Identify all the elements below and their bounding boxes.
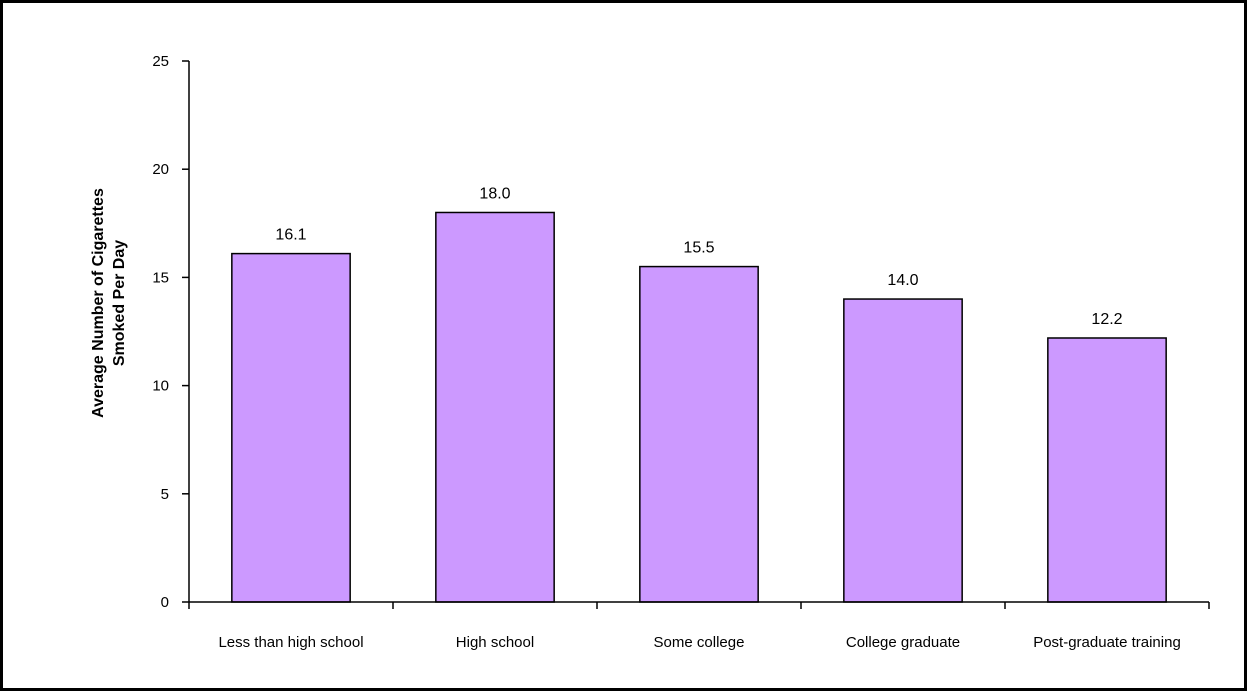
- y-tick-label-25: 25: [152, 53, 169, 70]
- y-axis-label: Average Number of Cigarettes Smoked Per …: [90, 188, 128, 418]
- category-label-2: High school: [456, 634, 534, 651]
- y-tick-label-0: 0: [161, 594, 169, 611]
- value-label-4: 14.0: [887, 272, 918, 289]
- value-label-5: 12.2: [1091, 311, 1122, 328]
- bar-4: [843, 298, 963, 603]
- category-label-5: Post-graduate training: [1033, 634, 1181, 651]
- bar-chart: Average Number of Cigarettes Smoked Per …: [90, 53, 1210, 651]
- y-axis-label-line-2: Smoked Per Day: [111, 240, 128, 366]
- axes-layer: [188, 61, 1209, 603]
- value-label-1: 16.1: [275, 227, 306, 244]
- value-label-2: 18.0: [479, 185, 510, 202]
- y-tick-label-15: 15: [152, 269, 169, 286]
- labels-layer: 16.1 Less than high school 18.0 High school…: [218, 185, 1180, 651]
- category-label-1: Less than high school: [218, 634, 363, 651]
- y-axis-label-line-1: Average Number of Cigarettes: [90, 188, 107, 418]
- y-tick-label-20: 20: [152, 161, 169, 178]
- ticks-layer: 0 5 10 15 20 25: [152, 53, 1210, 611]
- bar-3: [639, 265, 759, 603]
- category-label-3: Some college: [654, 634, 745, 651]
- value-label-3: 15.5: [683, 240, 714, 257]
- y-tick-label-5: 5: [161, 486, 169, 503]
- bars-layer: [231, 211, 1167, 603]
- bar-1: [231, 252, 351, 603]
- bar-5: [1047, 337, 1167, 603]
- bar-2: [435, 211, 555, 603]
- y-tick-label-10: 10: [152, 378, 169, 395]
- category-label-4: College graduate: [846, 634, 960, 651]
